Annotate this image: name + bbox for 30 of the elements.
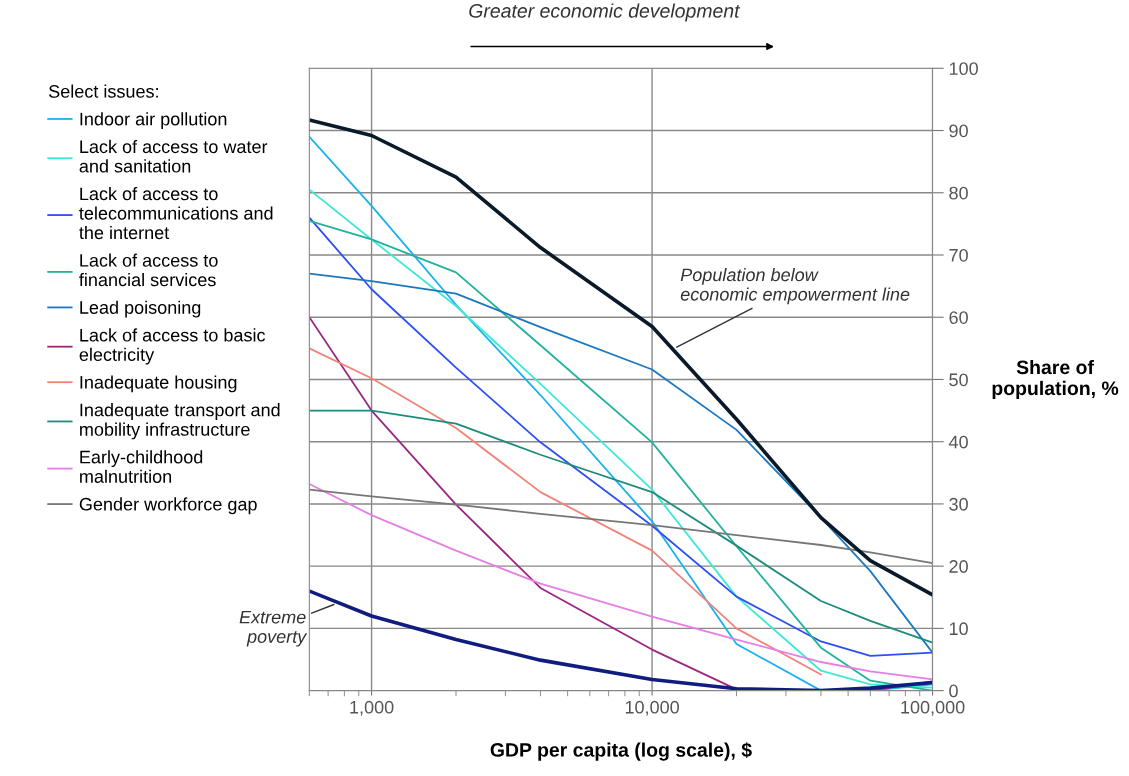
y-tick-label: 60 bbox=[949, 311, 968, 324]
x-axis-title: GDP per capita (log scale), $ bbox=[490, 742, 752, 761]
y-tick-label: 50 bbox=[949, 373, 968, 387]
x-tick-label: 10,000 bbox=[625, 700, 679, 716]
legend-title: Select issues: bbox=[49, 84, 158, 98]
legend-label: Indoor air pollution bbox=[80, 112, 227, 130]
y-tick-label: 10 bbox=[949, 622, 968, 636]
legend-label: Inadequate transport and mobility infrastructure bbox=[80, 403, 280, 440]
y-tick-label: 100 bbox=[949, 62, 978, 76]
annotation: Extreme poverty bbox=[239, 610, 308, 647]
text: Greater economic development bbox=[469, 3, 741, 22]
legend-label: Gender workforce gap bbox=[79, 497, 257, 515]
y-tick-label: 40 bbox=[948, 435, 968, 449]
x-tick-label: 1,000 bbox=[350, 700, 394, 716]
y-axis-title: Share of population, % bbox=[992, 359, 1119, 399]
y-tick-label: 90 bbox=[949, 124, 968, 138]
y-tick-label: 0 bbox=[949, 684, 958, 698]
x-tick-label: 100,000 bbox=[901, 700, 965, 716]
legend-label: Lack of access to water and sanitation bbox=[79, 139, 268, 173]
y-tick-label: 30 bbox=[949, 497, 968, 511]
legend-label: Early-childhood malnutrition bbox=[80, 450, 203, 483]
y-tick-label: 70 bbox=[949, 248, 968, 262]
y-tick-label: 80 bbox=[949, 186, 968, 200]
legend-label: Lack of access to telecommunications and the internet bbox=[79, 186, 273, 240]
legend-label: Inadequate housing bbox=[80, 375, 237, 393]
legend-label: Lead poisoning bbox=[80, 300, 201, 318]
legend-label: Lack of access to financial services bbox=[79, 253, 218, 287]
legend-label: Lack of access to basic electricity bbox=[79, 328, 266, 365]
annotation: Population below economic empowerment line bbox=[680, 267, 910, 305]
y-tick-label: 20 bbox=[949, 560, 968, 573]
